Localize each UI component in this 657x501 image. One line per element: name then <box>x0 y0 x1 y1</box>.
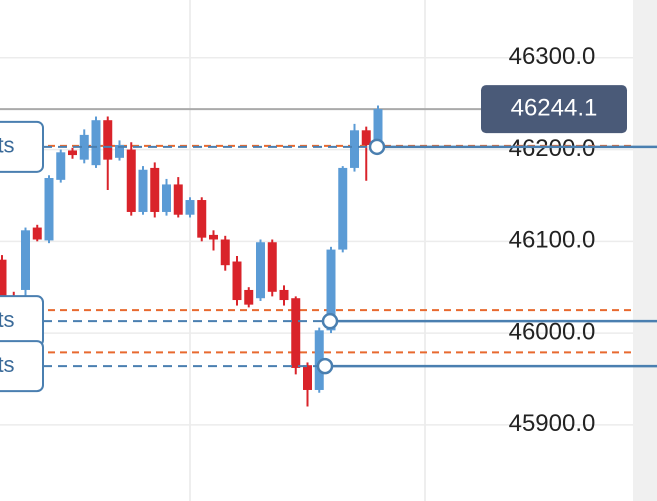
edge-strip <box>633 0 657 501</box>
candle-body <box>373 109 383 145</box>
candle-body <box>361 130 371 145</box>
candle-body <box>0 259 7 300</box>
y-tick-label: 46000.0 <box>509 318 596 345</box>
candle-body <box>79 134 89 160</box>
candle-body <box>209 234 218 240</box>
y-tick-label: 45900.0 <box>509 410 596 437</box>
candle-body <box>162 184 171 212</box>
candle-body <box>256 242 265 299</box>
candle-body <box>91 120 101 166</box>
candle-body <box>291 298 301 368</box>
order-handle[interactable] <box>368 138 386 156</box>
candle-body <box>244 289 254 305</box>
order-handle[interactable] <box>316 357 334 375</box>
candle-body <box>138 169 148 212</box>
candle-body <box>44 178 54 241</box>
candle-body <box>326 249 336 331</box>
candle-body <box>350 130 359 168</box>
candle-body <box>185 200 195 215</box>
candle-body <box>115 144 124 158</box>
price-label: 46244.1 <box>511 94 598 121</box>
order-label: ts <box>0 352 15 377</box>
candle-body <box>232 261 242 301</box>
candle-body <box>173 184 183 215</box>
candle-body <box>267 242 277 292</box>
order-box <box>0 120 44 173</box>
order-box <box>0 340 44 393</box>
candle-body <box>68 150 77 156</box>
order-label: ts <box>0 307 15 332</box>
candle-body <box>279 289 289 301</box>
candle-body <box>197 200 207 238</box>
y-tick-label: 46300.0 <box>509 43 596 70</box>
y-tick-label: 46200.0 <box>509 135 596 162</box>
price-box <box>481 85 627 134</box>
candle-body <box>150 167 160 212</box>
order-label: ts <box>0 133 15 158</box>
candle-body <box>56 152 66 180</box>
candle-body <box>314 330 324 390</box>
candle-body <box>126 149 136 212</box>
candle-body <box>338 167 348 250</box>
order-handle[interactable] <box>321 312 339 330</box>
y-tick-label: 46100.0 <box>509 227 596 254</box>
candle-body <box>103 120 113 160</box>
candle-body <box>32 227 42 240</box>
candle-body <box>303 365 312 390</box>
candle-body <box>220 239 230 266</box>
candle-body <box>21 230 30 290</box>
